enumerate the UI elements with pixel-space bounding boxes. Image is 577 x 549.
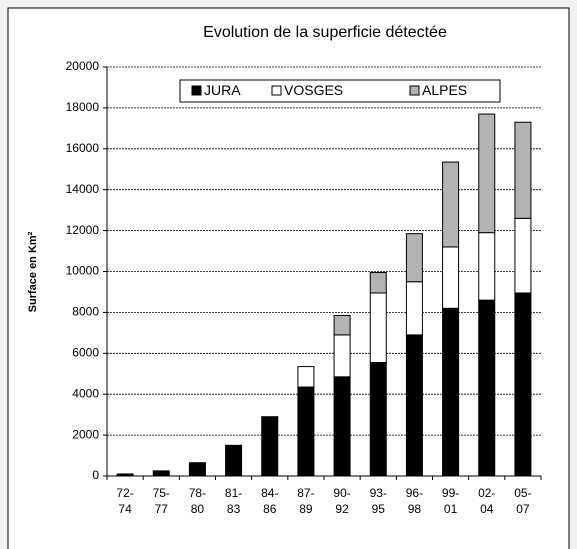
x-tick-label-line: 89 xyxy=(299,502,313,516)
legend-label: JURA xyxy=(204,82,241,98)
legend-label: ALPES xyxy=(422,82,467,98)
legend-swatch xyxy=(409,85,420,96)
y-tick-label: 6000 xyxy=(72,345,99,359)
x-tick-label: 75-77 xyxy=(153,486,170,516)
x-tick-label-line: 96- xyxy=(406,486,423,500)
x-tick-label-line: 99- xyxy=(442,486,459,500)
bar-segment xyxy=(297,366,315,388)
y-tick-label: 4000 xyxy=(72,386,99,400)
x-tick-label-line: 72- xyxy=(116,486,133,500)
x-tick-label-line: 04 xyxy=(480,502,494,516)
chart-title: Evolution de la superficie détectée xyxy=(203,24,447,41)
x-tick-label: 96-98 xyxy=(406,486,423,516)
bar-segment xyxy=(478,299,496,477)
bar-segment xyxy=(297,386,315,477)
bar-segment xyxy=(405,233,423,283)
bar-segment xyxy=(405,334,423,477)
x-tick-label-line: 07 xyxy=(516,502,530,516)
x-tick-label: 93-95 xyxy=(370,486,387,516)
bar-segment xyxy=(333,314,351,336)
y-tick-label: 12000 xyxy=(66,223,100,237)
x-tick-label-line: 83 xyxy=(227,502,241,516)
x-tick-label-line: 02- xyxy=(478,486,495,500)
bar-segment xyxy=(514,121,532,219)
y-tick-label: 14000 xyxy=(66,182,100,196)
x-tick-label: 81-83 xyxy=(225,486,242,516)
bar-segment xyxy=(369,272,387,294)
y-tick-label: 18000 xyxy=(66,100,100,114)
legend-swatch xyxy=(271,85,282,96)
bar-segment xyxy=(261,416,279,477)
y-axis-label: Surface en Km² xyxy=(27,231,39,312)
x-tick-label: 84-86 xyxy=(261,486,278,516)
y-tick-label: 10000 xyxy=(66,264,100,278)
bar-segment xyxy=(225,444,243,477)
x-tick-label-line: 78- xyxy=(189,486,206,500)
x-tick-label: 78-80 xyxy=(189,486,206,516)
x-tick-label-line: 92 xyxy=(335,502,349,516)
x-tick-label-line: 95 xyxy=(372,502,386,516)
x-tick-label-line: 77 xyxy=(155,502,169,516)
x-tick-label: 72-74 xyxy=(116,486,133,516)
x-tick-label-line: 01 xyxy=(444,502,458,516)
x-tick-label-line: 84- xyxy=(261,486,278,500)
bar-segment xyxy=(405,281,423,336)
legend-box xyxy=(179,79,501,103)
bar-segment xyxy=(478,113,496,234)
x-tick-label-line: 74 xyxy=(118,502,132,516)
bar-segment xyxy=(188,462,206,477)
y-tick-label: 8000 xyxy=(72,305,99,319)
x-tick-label-line: 90- xyxy=(333,486,350,500)
bar-segment xyxy=(442,246,460,309)
x-tick-label: 90-92 xyxy=(333,486,350,516)
legend-label: VOSGES xyxy=(284,82,343,98)
bar-segment xyxy=(369,292,387,364)
x-tick-label-line: 86 xyxy=(263,502,277,516)
bar-segment xyxy=(152,470,170,477)
x-tick-label-line: 05- xyxy=(514,486,531,500)
x-tick-label: 87-89 xyxy=(297,486,314,516)
bar-segment xyxy=(442,161,460,248)
x-tick-label-line: 87- xyxy=(297,486,314,500)
legend-swatch xyxy=(191,85,202,96)
bar-segment xyxy=(333,376,351,477)
x-tick-label-line: 98 xyxy=(408,502,422,516)
y-tick-label: 20000 xyxy=(66,59,100,73)
bar-segment xyxy=(369,362,387,477)
x-tick-label-line: 75- xyxy=(153,486,170,500)
bar-segment xyxy=(514,292,532,477)
x-tick-label-line: 93- xyxy=(370,486,387,500)
x-tick-label: 02-04 xyxy=(478,486,495,516)
y-tick-label: 0 xyxy=(92,468,99,482)
x-tick-label: 05-07 xyxy=(514,486,531,516)
y-tick-label: 2000 xyxy=(72,427,99,441)
bar-segment xyxy=(116,473,134,477)
bar-segment xyxy=(442,307,460,477)
x-tick-label: 99-01 xyxy=(442,486,459,516)
x-tick-label-line: 81- xyxy=(225,486,242,500)
bar-segment xyxy=(478,232,496,301)
x-tick-label-line: 80 xyxy=(191,502,205,516)
y-tick-label: 16000 xyxy=(66,141,100,155)
bar-segment xyxy=(514,217,532,294)
bar-segment xyxy=(333,334,351,378)
